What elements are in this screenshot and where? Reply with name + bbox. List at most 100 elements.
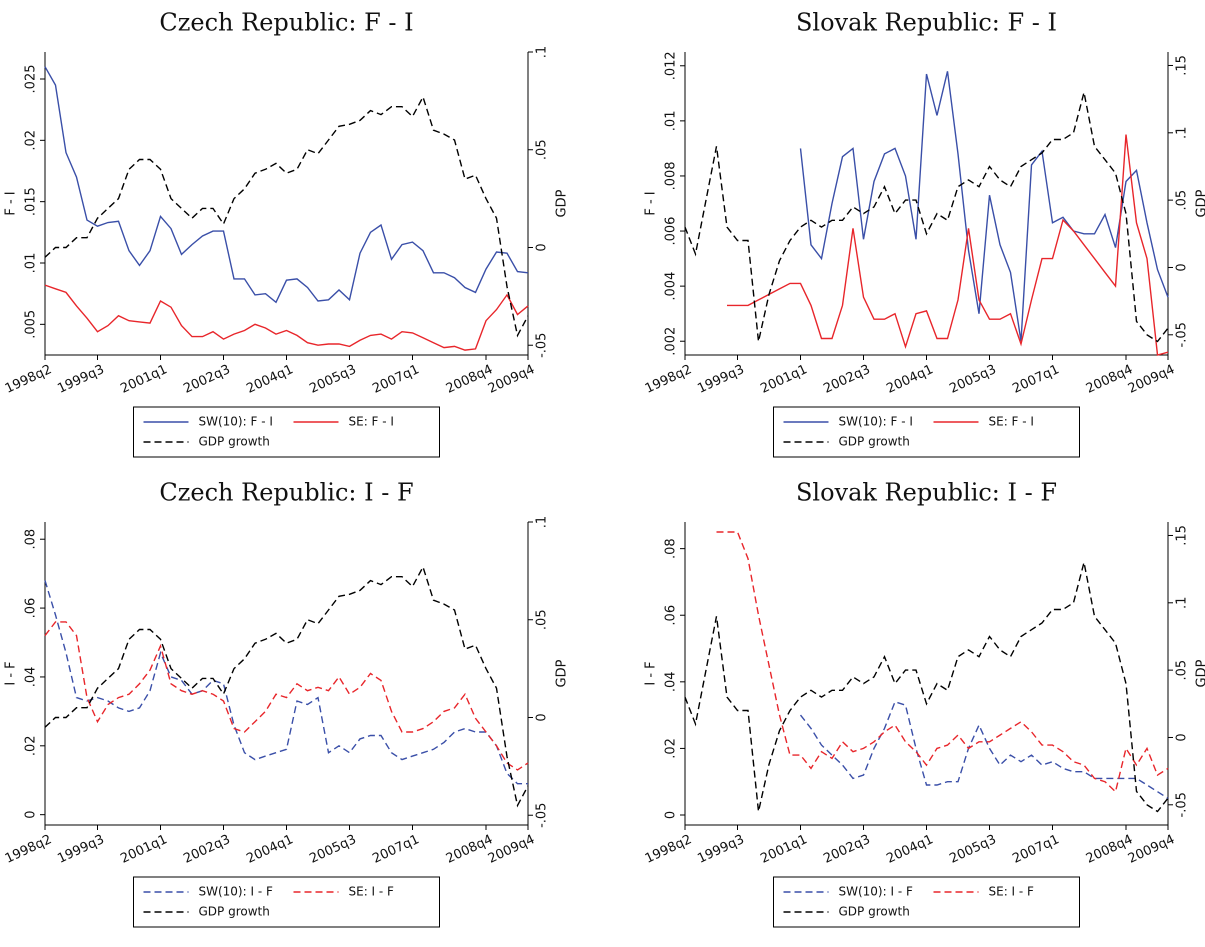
x-tick-label: 2005q3 [947, 362, 998, 397]
y2-tick-label: .1 [1175, 127, 1190, 139]
legend-label: GDP growth [839, 905, 910, 919]
chart-title: Czech Republic: F - I [159, 9, 413, 37]
y-axis-label: I - F [644, 661, 659, 685]
chart-panel: Slovak Republic: F - I .002 .004 .006 .008 .0… [643, 9, 1205, 458]
y-tick-label: .006 [664, 217, 679, 246]
x-tick-label: 2009q4 [486, 832, 537, 867]
y2-tick-label: -.05 [1175, 322, 1190, 347]
y-axis-label: F - I [644, 191, 659, 215]
chart-panel: Czech Republic: I - F 0 .02 .04 .06 .08 -.05 0.… [3, 479, 570, 928]
series-line [44, 565, 529, 808]
x-tick-label: 2001q1 [118, 362, 169, 397]
y-tick-label: .08 [24, 529, 39, 550]
y2-tick-label: .05 [1175, 660, 1190, 681]
y-axis-label: F - I [4, 191, 19, 215]
y-tick-label: .025 [24, 65, 39, 94]
series-line [684, 92, 1169, 343]
series-line [716, 531, 1169, 794]
y2-tick-label: .1 [1175, 597, 1190, 609]
y-tick-label: 0 [664, 811, 679, 819]
legend-box [133, 406, 440, 458]
y-tick-label: .06 [24, 598, 39, 619]
legend-label: SW(10): I - F [199, 885, 273, 899]
y2-axis-label: GDP [1195, 189, 1205, 217]
x-tick-label: 2009q4 [486, 362, 537, 397]
legend-label: GDP growth [199, 435, 270, 449]
x-tick-label: 2008q4 [1084, 832, 1135, 867]
chart-title: Slovak Republic: F - I [796, 9, 1057, 37]
series-line [44, 284, 529, 351]
chart-title: Czech Republic: I - F [159, 479, 413, 507]
y-tick-label: .08 [664, 538, 679, 559]
series-line [44, 95, 529, 338]
x-tick-label: 2002q3 [181, 832, 232, 867]
x-tick-label: 2008q4 [444, 832, 495, 867]
x-tick-label: 2007q1 [370, 832, 421, 867]
x-tick-label: 2001q1 [758, 832, 809, 867]
x-tick-label: 1998q2 [643, 362, 694, 397]
y-tick-label: .06 [664, 605, 679, 626]
x-tick-label: 2001q1 [118, 832, 169, 867]
y2-tick-label: .15 [1175, 525, 1190, 546]
y-tick-label: .04 [664, 671, 679, 692]
legend-label: SE: F - I [989, 415, 1034, 429]
y2-axis-label: GDP [555, 189, 570, 217]
y-tick-label: .008 [664, 161, 679, 190]
x-tick-label: 2008q4 [1084, 362, 1135, 397]
chart-title: Slovak Republic: I - F [796, 479, 1057, 507]
y2-tick-label: .05 [535, 139, 550, 160]
x-tick-label: 2004q1 [244, 362, 295, 397]
y2-tick-label: .1 [535, 516, 550, 528]
y-tick-label: 0 [24, 811, 39, 819]
y2-tick-label: -.05 [535, 803, 550, 828]
legend-box [773, 876, 1080, 928]
series-line [684, 562, 1169, 813]
x-tick-label: 2004q1 [884, 832, 935, 867]
y2-axis-label: GDP [1195, 659, 1205, 687]
legend-label: GDP growth [199, 905, 270, 919]
legend-label: SW(10): F - I [199, 415, 273, 429]
x-tick-label: 2002q3 [821, 832, 872, 867]
y2-tick-label: -.05 [535, 333, 550, 358]
series-line [727, 134, 1169, 356]
x-tick-label: 1999q3 [695, 832, 746, 867]
x-tick-label: 2002q3 [181, 362, 232, 397]
x-tick-label: 1998q2 [3, 832, 54, 867]
x-tick-label: 2007q1 [1010, 832, 1061, 867]
y2-tick-label: 0 [535, 713, 550, 721]
y2-axis-label: GDP [555, 659, 570, 687]
y2-tick-label: 0 [1175, 263, 1190, 271]
x-tick-label: 2009q4 [1126, 362, 1177, 397]
legend-label: SE: I - F [349, 885, 395, 899]
y-tick-label: .015 [24, 187, 39, 216]
y2-tick-label: 0 [535, 243, 550, 251]
x-tick-label: 1998q2 [643, 832, 694, 867]
legend-label: SE: F - I [349, 415, 394, 429]
x-tick-label: 2005q3 [307, 832, 358, 867]
y2-tick-label: .1 [535, 46, 550, 58]
y-axis-label: I - F [4, 661, 19, 685]
x-tick-label: 2004q1 [244, 832, 295, 867]
y-tick-label: .005 [24, 310, 39, 339]
legend-box [773, 406, 1080, 458]
y2-tick-label: .15 [1175, 55, 1190, 76]
y-tick-label: .002 [664, 327, 679, 356]
y2-tick-label: -.05 [1175, 792, 1190, 817]
x-tick-label: 2005q3 [307, 362, 358, 397]
series-line [799, 71, 1169, 342]
series-line [44, 621, 529, 771]
y-tick-label: .02 [664, 738, 679, 759]
x-tick-label: 2008q4 [444, 362, 495, 397]
x-tick-label: 1999q3 [55, 832, 106, 867]
legend-label: GDP growth [839, 435, 910, 449]
x-tick-label: 2004q1 [884, 362, 935, 397]
y-tick-label: .01 [24, 253, 39, 274]
x-tick-label: 2007q1 [1010, 362, 1061, 397]
x-tick-label: 2005q3 [947, 832, 998, 867]
legend-label: SW(10): I - F [839, 885, 913, 899]
x-tick-label: 2007q1 [370, 362, 421, 397]
y2-tick-label: .05 [535, 609, 550, 630]
legend-label: SW(10): F - I [839, 415, 913, 429]
x-tick-label: 2002q3 [821, 362, 872, 397]
